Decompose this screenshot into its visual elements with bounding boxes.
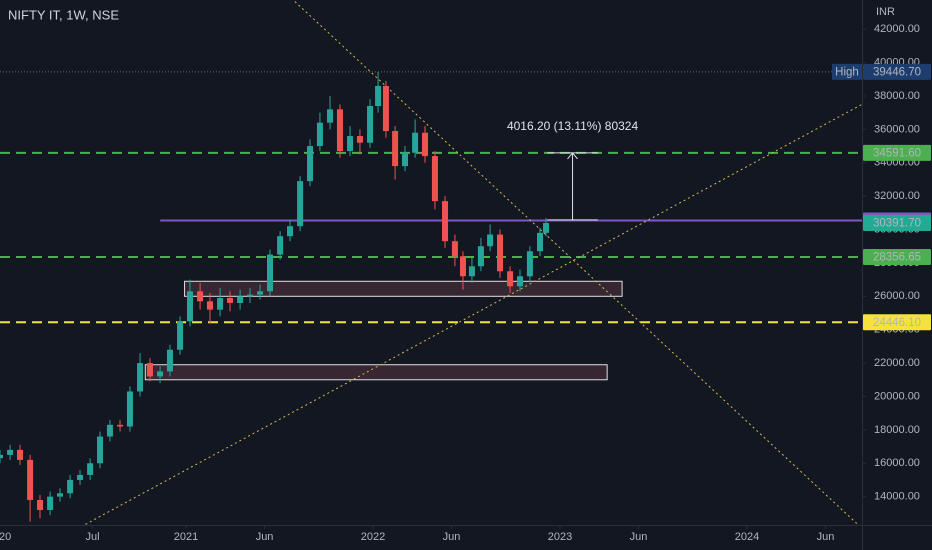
candle-body bbox=[356, 136, 363, 143]
x-tick-label: 2024 bbox=[735, 531, 759, 543]
candle-body bbox=[267, 254, 274, 292]
candle-body bbox=[67, 479, 74, 494]
level-tag-bg bbox=[863, 248, 931, 265]
currency: INR bbox=[876, 6, 895, 18]
candle-body bbox=[117, 424, 124, 427]
candle-body bbox=[206, 301, 213, 310]
candle-body bbox=[526, 251, 533, 277]
candle-body bbox=[537, 232, 544, 252]
high-name: High bbox=[835, 66, 859, 78]
last-price-tag: 30391.70 bbox=[873, 218, 921, 230]
candle-body bbox=[277, 236, 284, 255]
y-tick-label: 20000.00 bbox=[874, 390, 920, 402]
candle-body bbox=[451, 241, 458, 257]
candle-body bbox=[137, 363, 144, 392]
candle-body bbox=[126, 391, 133, 427]
x-tick-label: 2021 bbox=[174, 531, 198, 543]
candle-body bbox=[217, 297, 224, 310]
candle-body bbox=[327, 109, 334, 123]
candle-body bbox=[412, 132, 419, 153]
candle-body bbox=[468, 266, 475, 277]
candle-body bbox=[297, 181, 304, 227]
candle-body bbox=[442, 201, 449, 242]
measure-label: 4016.20 (13.11%) 80324 bbox=[507, 119, 639, 133]
candle-body bbox=[507, 271, 514, 287]
candle-body bbox=[166, 349, 173, 372]
x-tick-label: 2020 bbox=[0, 531, 11, 543]
candle-body bbox=[237, 296, 244, 303]
candle-body bbox=[7, 449, 14, 455]
candle-body bbox=[47, 496, 54, 510]
high-tag: 39446.70 bbox=[873, 66, 921, 78]
candle-body bbox=[177, 321, 184, 350]
candle-body bbox=[37, 499, 44, 510]
candle-body bbox=[97, 436, 104, 464]
candle-body bbox=[382, 85, 389, 132]
candle-body bbox=[106, 424, 113, 437]
x-tick-label: 2023 bbox=[548, 531, 572, 543]
candle-body bbox=[0, 454, 3, 459]
candle-body bbox=[307, 146, 314, 182]
candle-body bbox=[146, 363, 153, 377]
candle-body bbox=[402, 152, 409, 167]
x-tick-label: Jun bbox=[256, 531, 274, 543]
x-tick-label: Jun bbox=[630, 531, 648, 543]
candle-body bbox=[87, 463, 94, 475]
candle-body bbox=[77, 474, 84, 480]
candle-body bbox=[542, 222, 549, 233]
candle-body bbox=[517, 276, 524, 287]
trendline bbox=[85, 104, 862, 525]
candle-body bbox=[246, 294, 253, 297]
level-tag-bg bbox=[863, 144, 931, 161]
candle-body bbox=[226, 297, 233, 303]
candle-body bbox=[496, 234, 503, 272]
candle-body bbox=[431, 156, 438, 202]
level-tag: 24446.10 bbox=[873, 317, 921, 329]
y-tick-label: 14000.00 bbox=[874, 491, 920, 503]
zone bbox=[144, 364, 608, 381]
trendline bbox=[294, 1, 859, 525]
candle-body bbox=[459, 256, 466, 277]
candle-body bbox=[287, 226, 294, 237]
candle-body bbox=[347, 136, 354, 152]
candle-body bbox=[257, 291, 264, 295]
level-tag: 34591.60 bbox=[873, 147, 921, 159]
last-price-tag-bg bbox=[863, 214, 931, 231]
candle-body bbox=[422, 132, 429, 157]
candle-body bbox=[186, 291, 193, 322]
x-tick-label: Jun bbox=[443, 531, 461, 543]
level-tag-bg bbox=[863, 314, 931, 331]
measure-arrowhead bbox=[567, 152, 578, 160]
candle-body bbox=[392, 131, 399, 167]
candle-body bbox=[157, 371, 164, 377]
y-tick-label: 16000.00 bbox=[874, 457, 920, 469]
x-tick-label: 2022 bbox=[361, 531, 385, 543]
x-tick-label: Jun bbox=[817, 531, 835, 543]
y-tick-label: 38000.00 bbox=[874, 90, 920, 102]
candle-body bbox=[367, 106, 374, 143]
y-tick-label: 22000.00 bbox=[874, 357, 920, 369]
y-tick-label: 18000.00 bbox=[874, 424, 920, 436]
candle-body bbox=[487, 234, 494, 247]
y-tick-label: 26000.00 bbox=[874, 290, 920, 302]
level-tag: 28356.65 bbox=[873, 251, 921, 263]
candle-body bbox=[17, 449, 24, 460]
chart-title: NIFTY IT, 1W, NSE bbox=[8, 7, 119, 22]
candle-body bbox=[316, 122, 323, 147]
candle-body bbox=[375, 85, 382, 107]
high-tag-bg bbox=[863, 63, 931, 80]
candle-body bbox=[477, 246, 484, 267]
y-tick-label: 32000.00 bbox=[874, 190, 920, 202]
y-tick-label: 36000.00 bbox=[874, 123, 920, 135]
y-tick-label: 42000.00 bbox=[874, 23, 920, 35]
candle-body bbox=[197, 291, 204, 302]
high-name-bg bbox=[832, 63, 862, 80]
x-tick-label: Jul bbox=[86, 531, 100, 543]
candle-body bbox=[27, 459, 34, 500]
candle-body bbox=[336, 109, 343, 152]
candle-body bbox=[57, 493, 64, 497]
